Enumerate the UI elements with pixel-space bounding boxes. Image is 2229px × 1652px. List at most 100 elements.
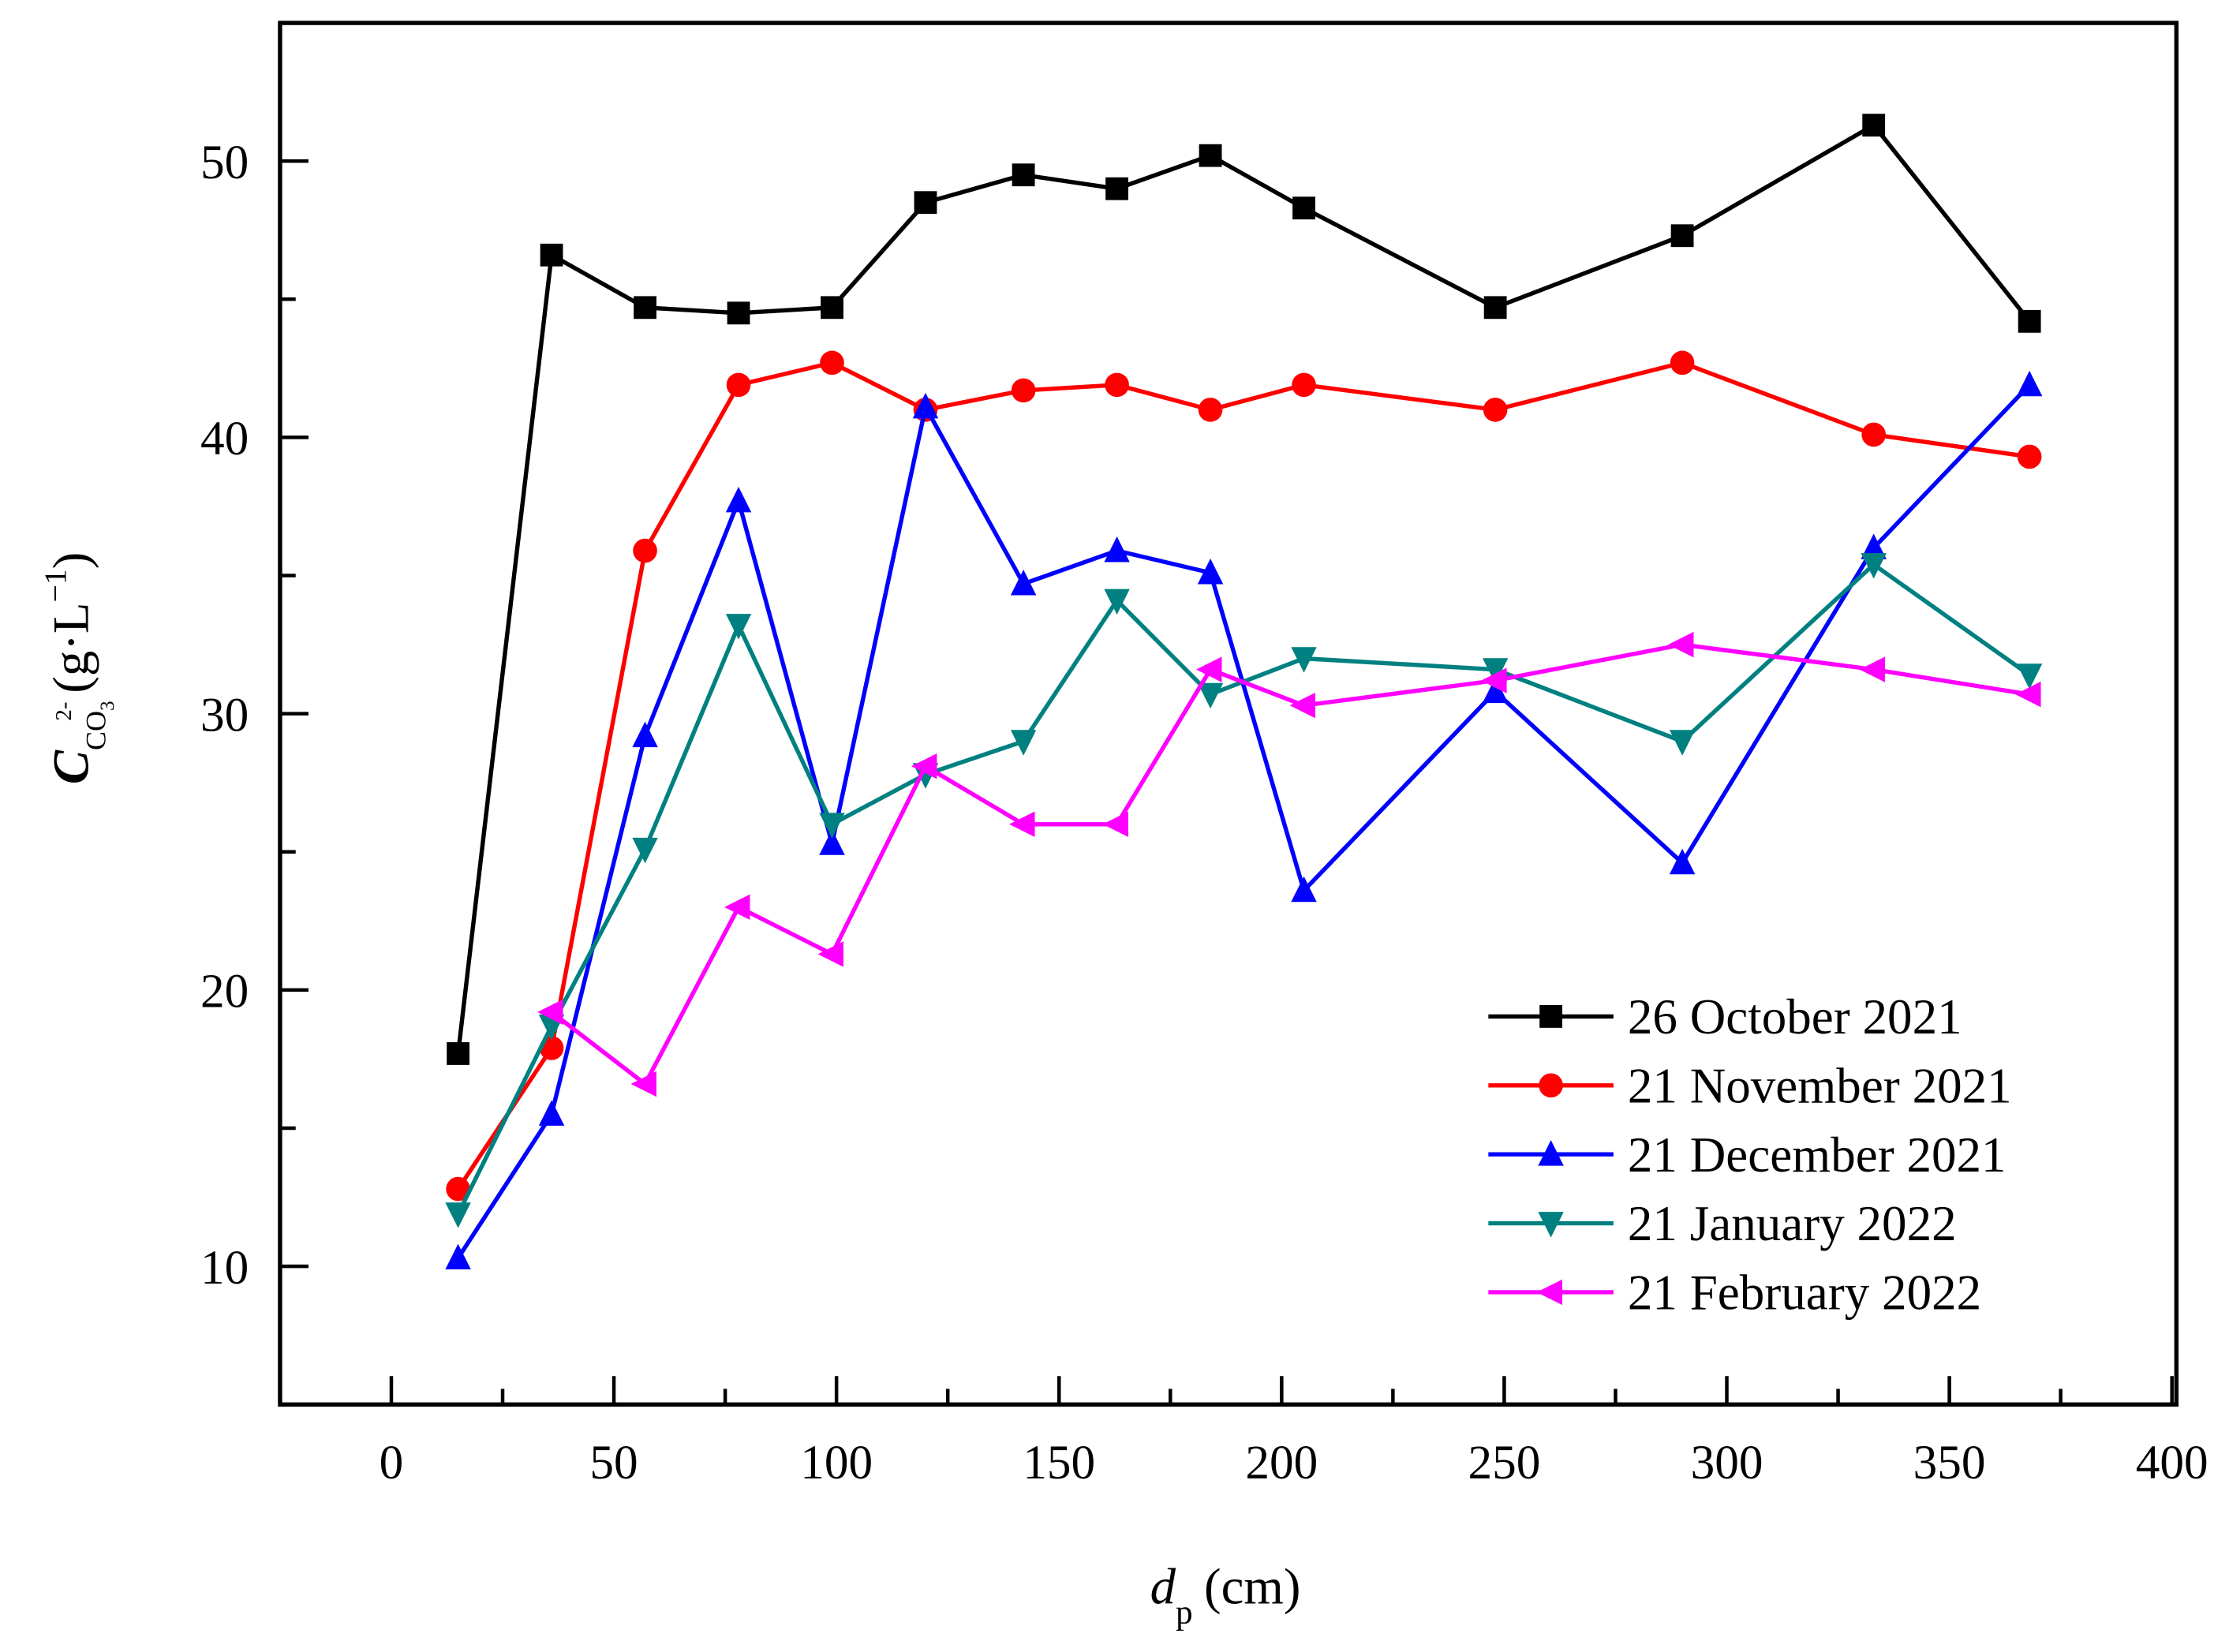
data-point — [727, 301, 750, 325]
data-point — [817, 941, 843, 967]
series-1 — [447, 114, 2041, 1065]
legend-entry: 21 February 2022 — [1488, 1265, 1981, 1321]
data-point — [2016, 370, 2043, 397]
data-point — [634, 296, 656, 320]
legend-label: 21 January 2022 — [1628, 1196, 1957, 1251]
data-point — [1481, 667, 1507, 693]
data-point — [1861, 422, 1887, 447]
y-tick-label: 40 — [200, 412, 249, 465]
legend-label: 21 November 2021 — [1628, 1058, 2012, 1113]
data-point — [1482, 658, 1509, 684]
data-point — [1670, 224, 1694, 248]
x-tick-label: 250 — [1468, 1436, 1540, 1489]
data-point — [819, 829, 845, 855]
data-point — [819, 813, 845, 839]
y-tick-label: 30 — [200, 688, 249, 742]
legend-marker — [1539, 1005, 1563, 1028]
data-point — [446, 1176, 470, 1202]
data-point — [1669, 730, 1696, 756]
x-tick-label: 200 — [1245, 1436, 1318, 1489]
data-point — [1104, 589, 1130, 615]
data-point — [1012, 163, 1035, 187]
data-point — [1010, 730, 1037, 756]
data-point — [1670, 350, 1695, 376]
data-point — [1668, 631, 1694, 658]
legend: 26 October 2021 21 November 2021 21 Decemb… — [1488, 989, 2012, 1321]
data-point — [1105, 177, 1129, 200]
data-point — [1199, 144, 1222, 167]
data-point — [1105, 372, 1129, 398]
data-point — [914, 191, 937, 215]
data-point — [1198, 398, 1223, 422]
legend-entry: 21 December 2021 — [1488, 1127, 2006, 1183]
data-point — [630, 1071, 656, 1097]
legend-entry: 26 October 2021 — [1488, 989, 1962, 1045]
series-line — [456, 361, 2030, 1190]
data-point — [821, 296, 843, 320]
data-point — [1862, 114, 1886, 137]
x-tick-label: 400 — [2136, 1436, 2208, 1489]
series-line — [455, 122, 2032, 1054]
data-point — [1196, 656, 1222, 682]
data-point — [1197, 682, 1224, 709]
data-point — [1669, 848, 1696, 875]
axes: 0 50 100 150 200 250 300 350 400 10 20 30 40 50 — [200, 21, 2208, 1489]
data-point — [1292, 196, 1315, 220]
y-tick-label: 10 — [200, 1241, 249, 1295]
data-point — [724, 894, 750, 921]
x-axis-label: dp (cm) — [1150, 1559, 1301, 1631]
data-point — [1289, 692, 1315, 719]
data-point — [1197, 559, 1224, 585]
x-tick-label: 50 — [589, 1436, 638, 1489]
data-point — [445, 1243, 471, 1270]
data-point — [1104, 536, 1130, 563]
data-point — [912, 392, 939, 419]
data-point — [2018, 309, 2041, 333]
series-4 — [445, 553, 2043, 1228]
data-point — [1861, 533, 1887, 559]
data-point — [632, 837, 658, 864]
x-tick-label: 350 — [1913, 1436, 1986, 1489]
data-point — [1009, 811, 1035, 837]
data-point — [633, 538, 657, 563]
data-point — [1292, 372, 1316, 398]
y-axis-label: CCO32-(g·L−1) — [38, 552, 118, 785]
legend-label: 21 December 2021 — [1628, 1127, 2006, 1183]
series-line — [456, 383, 2032, 1260]
series-group — [445, 114, 2043, 1270]
data-point — [2016, 663, 2043, 690]
y-tick-label: 50 — [200, 136, 249, 189]
x-tick-label: 150 — [1023, 1436, 1095, 1489]
legend-label: 21 February 2022 — [1628, 1265, 1981, 1321]
legend-marker — [1538, 1140, 1564, 1166]
data-point — [726, 372, 751, 398]
data-point — [1291, 876, 1317, 903]
data-point — [820, 350, 844, 376]
series-2 — [446, 350, 2042, 1202]
data-point — [2017, 444, 2042, 469]
data-point — [1483, 398, 1508, 422]
x-tick-label: 300 — [1691, 1436, 1763, 1489]
series-3 — [445, 370, 2043, 1270]
data-point — [725, 486, 752, 513]
legend-entry: 21 January 2022 — [1488, 1196, 1957, 1251]
legend-label: 26 October 2021 — [1628, 989, 1962, 1045]
data-point — [537, 999, 563, 1026]
data-point — [632, 721, 658, 748]
data-point — [1010, 570, 1037, 596]
x-tick-label: 0 — [380, 1436, 404, 1489]
x-tick-label: 100 — [800, 1436, 873, 1489]
data-point — [1859, 656, 1886, 682]
legend-entry: 21 November 2021 — [1488, 1058, 2012, 1113]
data-point — [447, 1042, 470, 1065]
data-point — [538, 1100, 565, 1126]
y-tick-label: 20 — [200, 965, 249, 1018]
series-5 — [537, 631, 2041, 1097]
data-point — [1011, 378, 1036, 403]
legend-marker — [1536, 1279, 1563, 1306]
data-point — [1102, 811, 1129, 837]
series-line — [456, 562, 2031, 1215]
data-point — [540, 243, 563, 267]
legend-marker — [1539, 1073, 1563, 1098]
